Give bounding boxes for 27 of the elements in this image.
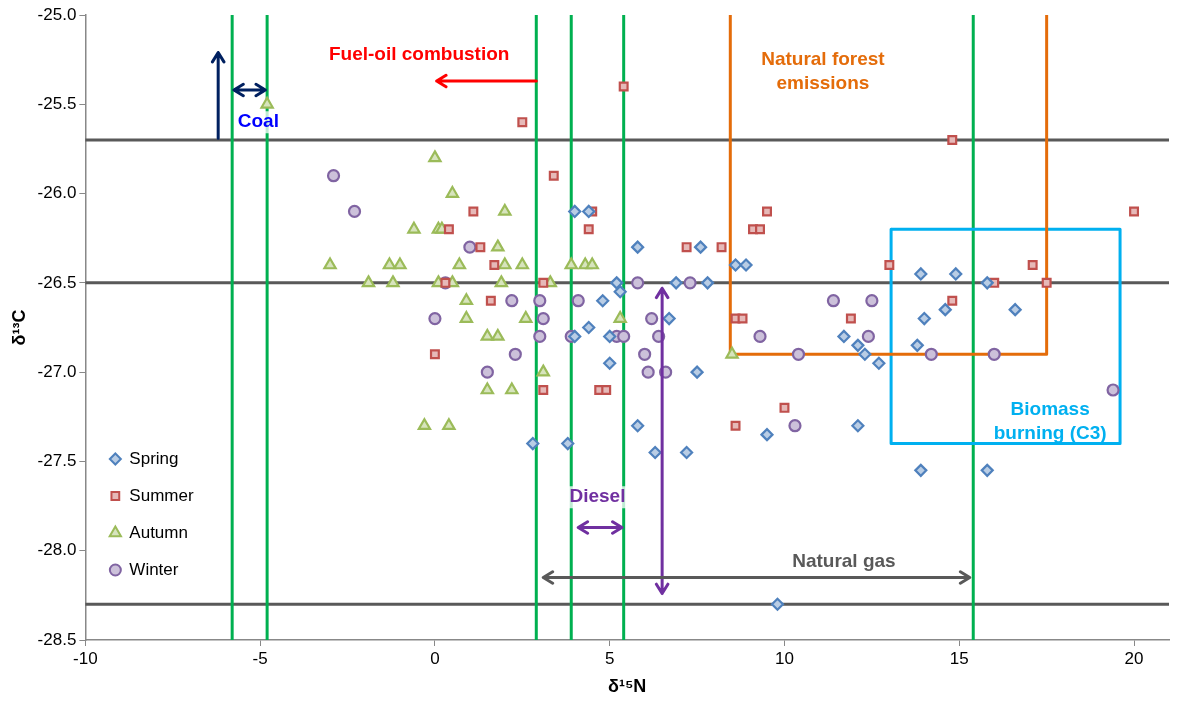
annotation: Coal	[237, 110, 279, 132]
annotation: Biomass burning (C3)	[993, 398, 1107, 444]
x-tick-label: 10	[775, 648, 794, 668]
y-tick-label: -26.0	[37, 183, 77, 203]
x-tick-label: -10	[73, 648, 98, 668]
x-tick-label: 5	[604, 648, 615, 668]
legend-label: Winter	[129, 559, 179, 579]
y-axis-title: δ¹³C	[8, 309, 29, 346]
legend-label: Autumn	[129, 522, 188, 542]
y-tick-label: -26.5	[37, 272, 77, 292]
legend-label: Spring	[129, 448, 179, 468]
annotation: Diesel	[569, 485, 626, 507]
x-tick-label: 15	[949, 648, 969, 668]
annotation: Fuel-oil combustion	[328, 42, 510, 64]
y-tick-label: -28.0	[37, 540, 77, 560]
annotation: Natural forest emissions	[761, 48, 886, 94]
y-tick-label: -25.0	[37, 4, 77, 24]
x-tick-label: 20	[1124, 648, 1144, 668]
y-tick-label: -25.5	[37, 93, 77, 113]
y-tick-label: -27.0	[37, 361, 77, 381]
y-tick-label: -28.5	[37, 629, 77, 649]
y-tick-label: -27.5	[37, 451, 77, 471]
x-tick-label: 0	[430, 648, 440, 668]
x-tick-label: -5	[252, 648, 268, 668]
x-axis-title: δ¹⁵N	[607, 676, 647, 697]
legend-label: Summer	[129, 485, 194, 505]
annotation: Natural gas	[792, 549, 896, 571]
